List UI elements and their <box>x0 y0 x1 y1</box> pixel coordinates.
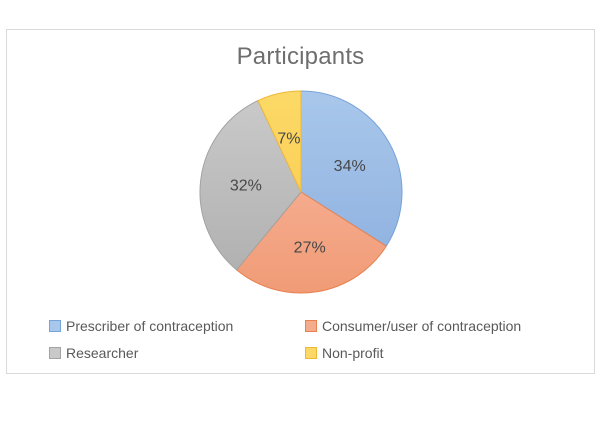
legend-item-consumer[interactable]: Consumer/user of contraception <box>305 317 521 334</box>
pie-data-label: 7% <box>277 130 300 147</box>
pie-slice-gray[interactable] <box>199 100 302 271</box>
legend-swatch-orange-icon <box>305 319 317 332</box>
legend-item-prescriber[interactable]: Prescriber of contraception <box>49 317 233 334</box>
legend-label: Researcher <box>66 344 139 361</box>
pie-slice-blue[interactable] <box>300 90 403 247</box>
chart-title[interactable]: Participants <box>236 43 365 70</box>
chart-area[interactable]: Participants 34% 27% 32% 7% Prescriber of c… <box>6 29 595 374</box>
legend-label: Consumer/user of contraception <box>322 317 522 334</box>
legend-item-nonprofit[interactable]: Non-profit <box>305 344 383 361</box>
legend-swatch-yellow-icon <box>305 346 317 359</box>
legend-label: Prescriber of contraception <box>66 317 234 334</box>
legend-label: Non-profit <box>322 344 384 361</box>
pie-data-label: 34% <box>334 158 366 175</box>
pie-data-label: 27% <box>294 240 326 257</box>
pie-slice-orange[interactable] <box>236 191 387 294</box>
pie-slice-yellow[interactable] <box>257 90 302 193</box>
legend-item-researcher[interactable]: Researcher <box>49 344 138 361</box>
legend-swatch-gray-icon <box>49 346 61 359</box>
legend-swatch-blue-icon <box>49 319 61 332</box>
pie-chart[interactable]: 34% 27% 32% 7% <box>195 86 407 298</box>
pie-data-label: 32% <box>230 178 262 195</box>
